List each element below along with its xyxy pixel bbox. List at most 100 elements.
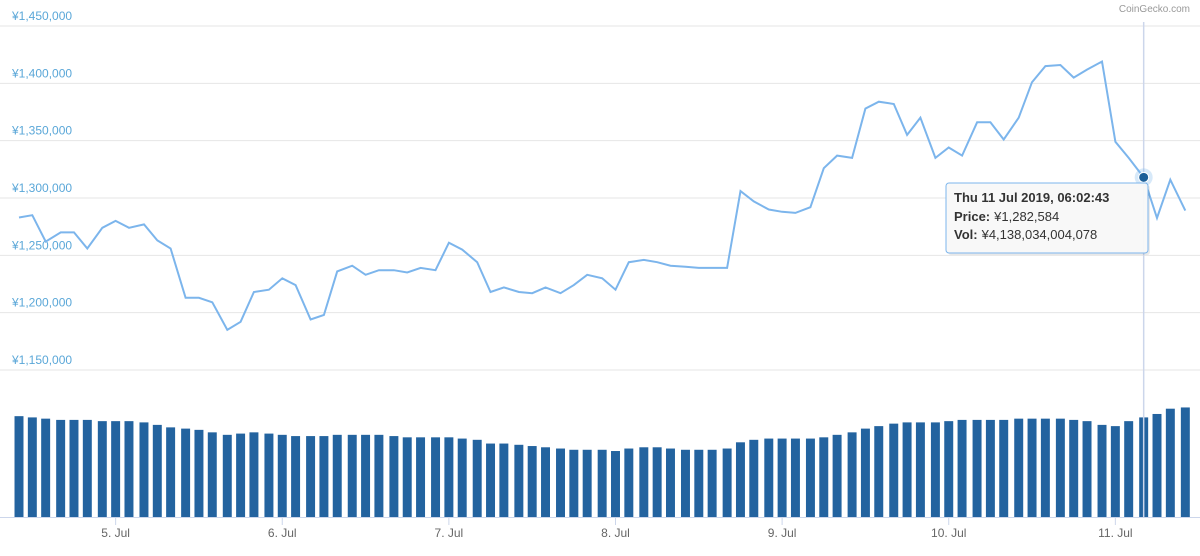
- volume-bar: [291, 436, 301, 517]
- volume-bar: [181, 428, 191, 517]
- volume-bar: [805, 438, 815, 517]
- volume-bar: [374, 434, 384, 517]
- tooltip-value: ¥4,138,034,004,078: [981, 227, 1098, 242]
- volume-bar: [707, 449, 717, 517]
- volume-bar: [569, 449, 579, 517]
- volume-bar: [957, 419, 967, 517]
- tooltip-label: Vol:: [954, 227, 978, 242]
- y-tick-label: ¥1,400,000: [11, 66, 72, 80]
- volume-bar: [444, 437, 454, 517]
- tooltip-box: [945, 182, 1149, 254]
- volume-bar: [152, 424, 162, 517]
- volume-bar: [847, 432, 857, 517]
- tooltip-row: Price: ¥1,282,584: [954, 209, 1059, 224]
- volume-bar: [277, 434, 287, 517]
- volume-bar: [499, 443, 509, 517]
- volume-bar: [1180, 407, 1190, 517]
- volume-bar: [361, 434, 371, 517]
- volume-bar: [264, 433, 274, 517]
- volume-bar: [665, 448, 675, 517]
- volume-bar: [1110, 426, 1120, 517]
- volume-bar: [777, 438, 787, 517]
- volume-bar: [985, 419, 995, 517]
- volume-bar: [1097, 424, 1107, 517]
- volume-bar: [582, 449, 592, 517]
- volume-bar: [749, 439, 759, 517]
- volume-bar: [27, 417, 37, 517]
- volume-bar: [319, 436, 329, 517]
- volume-bar: [1069, 419, 1079, 517]
- volume-bar: [915, 422, 925, 517]
- volume-bar: [1014, 418, 1024, 517]
- volume-bar: [764, 438, 774, 517]
- volume-bar: [111, 421, 121, 517]
- volume-bar: [124, 421, 134, 517]
- volume-bar: [819, 437, 829, 517]
- volume-bar: [527, 446, 537, 517]
- x-tick-label: 11. Jul: [1098, 526, 1132, 540]
- volume-bar: [972, 419, 982, 517]
- volume-bar: [999, 419, 1009, 517]
- y-tick-label: ¥1,200,000: [11, 296, 72, 310]
- volume-bar: [790, 438, 800, 517]
- volume-bar: [69, 419, 79, 517]
- tooltip-title: Thu 11 Jul 2019, 06:02:43: [954, 190, 1109, 205]
- y-tick-label: ¥1,150,000: [11, 353, 72, 367]
- volume-bar: [832, 434, 842, 517]
- volume-bar: [1152, 413, 1162, 517]
- volume-bar: [611, 451, 620, 517]
- volume-bar: [735, 442, 745, 517]
- y-tick-label: ¥1,250,000: [11, 238, 72, 252]
- volume-bar: [347, 434, 357, 517]
- tooltip-row: Vol: ¥4,138,034,004,078: [954, 227, 1097, 242]
- volume-bar: [207, 432, 217, 517]
- volume-bar: [889, 423, 899, 517]
- x-tick-label: 8. Jul: [601, 526, 630, 540]
- x-tick-label: 7. Jul: [435, 526, 464, 540]
- volume-bar: [389, 436, 399, 517]
- volume-bar: [166, 427, 176, 517]
- volume-bar: [514, 444, 524, 517]
- x-tick-label: 6. Jul: [268, 526, 297, 540]
- volume-bar: [41, 418, 51, 517]
- volume-bar: [624, 448, 634, 517]
- hover-point: [1138, 171, 1150, 183]
- volume-bar: [332, 434, 342, 517]
- credit[interactable]: CoinGecko.com: [1119, 4, 1190, 15]
- volume-bar: [1082, 421, 1092, 517]
- volume-bar: [97, 421, 107, 517]
- volume-bar: [306, 436, 316, 517]
- volume-bar: [1027, 418, 1037, 517]
- volume-bar: [860, 428, 870, 517]
- volume-bar: [14, 416, 24, 517]
- volume-bar: [486, 443, 496, 517]
- volume-bar: [56, 419, 66, 517]
- volume-bar: [194, 429, 204, 517]
- volume-bar: [402, 437, 412, 517]
- volume-bar: [902, 422, 912, 517]
- volume-bar: [249, 432, 259, 517]
- volume-bar: [541, 447, 551, 517]
- volume-bar: [416, 437, 426, 517]
- volume-bar: [472, 439, 482, 517]
- volume-bar: [597, 449, 607, 517]
- volume-bar: [722, 448, 732, 517]
- volume-bar: [1040, 418, 1050, 517]
- x-tick-label: 10. Jul: [931, 526, 966, 540]
- volume-bar: [930, 422, 940, 517]
- volume-bar: [82, 419, 92, 517]
- volume-bar: [556, 448, 565, 517]
- volume-bar: [139, 422, 149, 517]
- x-tick-label: 9. Jul: [768, 526, 797, 540]
- volume-bar: [222, 434, 232, 517]
- volume-bar: [874, 426, 884, 517]
- volume-bar: [694, 449, 704, 517]
- volume-bar: [457, 438, 467, 517]
- x-tick-label: 5. Jul: [101, 526, 130, 540]
- volume-bar: [1055, 418, 1065, 517]
- volume-bar: [652, 447, 662, 517]
- volume-bar: [431, 437, 441, 517]
- volume-bar: [236, 433, 246, 517]
- y-tick-label: ¥1,450,000: [11, 9, 72, 23]
